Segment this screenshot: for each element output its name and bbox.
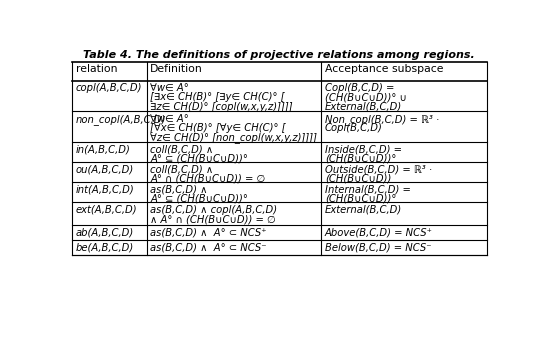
Text: non_copl(A,B,C,D): non_copl(A,B,C,D) — [76, 114, 166, 125]
Text: Outside(B,C,D) = ℝ³ ·: Outside(B,C,D) = ℝ³ · — [325, 165, 432, 175]
Text: Internal(B,C,D) =: Internal(B,C,D) = — [325, 185, 411, 195]
Text: External(B,C,D): External(B,C,D) — [325, 102, 402, 112]
Text: A° ∩ (CH(B∪C∪D)) = ∅: A° ∩ (CH(B∪C∪D)) = ∅ — [150, 174, 265, 184]
Text: (CH(B∪C∪D))°: (CH(B∪C∪D))° — [325, 194, 396, 204]
Text: coll(B,C,D) ∧: coll(B,C,D) ∧ — [150, 145, 214, 155]
Text: copl(A,B,C,D): copl(A,B,C,D) — [76, 83, 142, 93]
Text: ab(A,B,C,D): ab(A,B,C,D) — [76, 228, 134, 238]
Text: as(B,C,D) ∧: as(B,C,D) ∧ — [150, 185, 208, 195]
Text: ∧ A° ∩ (CH(B∪C∪D)) = ∅: ∧ A° ∩ (CH(B∪C∪D)) = ∅ — [150, 214, 276, 224]
Text: A° ⊆ (CH(B∪C∪D))°: A° ⊆ (CH(B∪C∪D))° — [150, 194, 248, 204]
Text: Non_copl(B,C,D) = ℝ³ ·: Non_copl(B,C,D) = ℝ³ · — [325, 114, 439, 125]
Text: ∀w∈ A°: ∀w∈ A° — [150, 83, 189, 93]
Text: Copl(B,C,D): Copl(B,C,D) — [325, 123, 382, 133]
Text: as(B,C,D) ∧  A° ⊂ NCS⁺: as(B,C,D) ∧ A° ⊂ NCS⁺ — [150, 228, 267, 238]
Text: as(B,C,D) ∧ copl(A,B,C,D): as(B,C,D) ∧ copl(A,B,C,D) — [150, 205, 277, 215]
Text: [∀x∈ CH(B)° [∀y∈ CH(C)° [: [∀x∈ CH(B)° [∀y∈ CH(C)° [ — [150, 123, 286, 133]
Text: Definition: Definition — [150, 64, 203, 74]
Text: be(A,B,C,D): be(A,B,C,D) — [76, 243, 134, 253]
Text: int(A,B,C,D): int(A,B,C,D) — [76, 185, 134, 195]
Text: ext(A,B,C,D): ext(A,B,C,D) — [76, 205, 137, 215]
Text: (CH(B∪C∪D)): (CH(B∪C∪D)) — [325, 174, 391, 184]
Text: relation: relation — [76, 64, 117, 74]
Text: Above(B,C,D) = NCS⁺: Above(B,C,D) = NCS⁺ — [325, 228, 432, 238]
Text: Table 4. The definitions of projective relations among regions.: Table 4. The definitions of projective r… — [83, 50, 475, 60]
Text: ∀w∈ A°: ∀w∈ A° — [150, 114, 189, 124]
Text: (CH(B∪C∪D))°: (CH(B∪C∪D))° — [325, 154, 396, 164]
Text: Copl(B,C,D) =: Copl(B,C,D) = — [325, 83, 394, 93]
Text: coll(B,C,D) ∧: coll(B,C,D) ∧ — [150, 165, 214, 175]
Text: [∃x∈ CH(B)° [∃y∈ CH(C)° [: [∃x∈ CH(B)° [∃y∈ CH(C)° [ — [150, 93, 285, 102]
Text: A° ⊆ (CH(B∪C∪D))°: A° ⊆ (CH(B∪C∪D))° — [150, 154, 248, 164]
Text: ∀z∈ CH(D)° [non_copl(w,x,y,z)]]]]: ∀z∈ CH(D)° [non_copl(w,x,y,z)]]]] — [150, 132, 317, 143]
Text: Acceptance subspace: Acceptance subspace — [325, 64, 443, 74]
Text: (CH(B∪C∪D))° ∪: (CH(B∪C∪D))° ∪ — [325, 93, 406, 102]
Text: ou(A,B,C,D): ou(A,B,C,D) — [76, 165, 134, 175]
Text: Inside(B,C,D) =: Inside(B,C,D) = — [325, 145, 402, 155]
Text: External(B,C,D): External(B,C,D) — [325, 205, 402, 215]
Text: Below(B,C,D) = NCS⁻: Below(B,C,D) = NCS⁻ — [325, 243, 431, 253]
Text: as(B,C,D) ∧  A° ⊂ NCS⁻: as(B,C,D) ∧ A° ⊂ NCS⁻ — [150, 243, 267, 253]
Text: ∃z∈ CH(D)° [copl(w,x,y,z)]]]]: ∃z∈ CH(D)° [copl(w,x,y,z)]]]] — [150, 102, 293, 112]
Text: in(A,B,C,D): in(A,B,C,D) — [76, 145, 131, 155]
